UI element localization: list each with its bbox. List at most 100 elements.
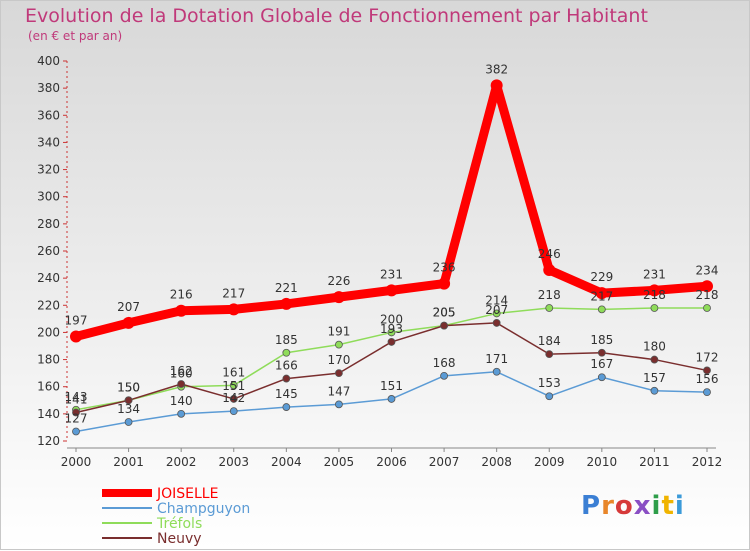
data-label: 216: [170, 288, 193, 302]
data-label: 197: [65, 314, 88, 328]
series-champguyon: [72, 367, 711, 436]
data-point: [650, 386, 659, 395]
data-point: [122, 316, 135, 329]
data-label: 184: [538, 334, 561, 348]
data-label: 141: [65, 393, 88, 407]
data-point: [597, 373, 606, 382]
y-tick-label: 200: [37, 325, 60, 339]
y-tick-label: 300: [37, 190, 60, 204]
data-label: 236: [433, 261, 456, 275]
data-label: 153: [538, 376, 561, 390]
data-label: 127: [65, 412, 88, 426]
data-label: 231: [643, 267, 666, 281]
data-point: [177, 409, 186, 418]
data-point: [385, 284, 398, 297]
data-label: 140: [170, 394, 193, 408]
data-label: 134: [117, 402, 140, 416]
data-point: [650, 355, 659, 364]
data-point: [280, 297, 293, 310]
data-point: [282, 403, 291, 411]
data-label: 218: [538, 288, 561, 302]
data-point: [229, 381, 238, 390]
data-label: 207: [485, 303, 508, 317]
data-point: [492, 309, 501, 318]
data-label: 382: [485, 62, 508, 76]
data-point: [387, 338, 396, 346]
data-point: [492, 367, 501, 376]
x-tick-label: 2003: [218, 455, 249, 469]
data-label: 142: [222, 391, 245, 405]
data-labels: 197 207 216 217 221 226 231 236 382 246 229 231 234 1…: [65, 62, 719, 425]
series-neuvy: [72, 319, 711, 417]
data-point: [703, 304, 711, 312]
x-tick-label: 2012: [692, 455, 723, 469]
y-tick-label: 180: [37, 353, 60, 367]
data-point: [440, 371, 448, 380]
data-label: 214: [485, 293, 508, 307]
data-label: 147: [327, 384, 350, 398]
data-label: 171: [485, 352, 508, 366]
data-label: 180: [643, 340, 666, 354]
data-point: [335, 340, 343, 349]
data-point: [490, 79, 503, 92]
data-point: [438, 277, 451, 290]
data-label: 229: [590, 270, 613, 284]
y-tick-label: 260: [37, 244, 60, 258]
y-tick-label: 220: [37, 298, 60, 312]
chart-title: Evolution de la Dotation Globale de Fonc…: [25, 5, 648, 27]
data-label: 221: [275, 281, 298, 295]
data-label: 218: [643, 288, 666, 302]
data-label: 234: [696, 263, 719, 277]
x-tick-label: 2010: [587, 455, 618, 469]
data-point: [545, 392, 554, 401]
data-point: [440, 321, 448, 330]
data-label: 156: [696, 372, 719, 386]
data-point: [335, 369, 343, 378]
data-point: [545, 304, 554, 312]
data-label: 205: [433, 306, 456, 320]
data-label: 207: [117, 300, 140, 314]
data-label: 161: [222, 365, 245, 379]
data-label: 150: [117, 380, 140, 394]
x-tick-label: 2000: [61, 455, 92, 469]
data-point: [701, 280, 713, 293]
data-point: [282, 374, 291, 383]
x-tick-label: 2007: [429, 455, 460, 469]
x-tick-label: 2008: [481, 455, 512, 469]
data-label: 205: [433, 306, 456, 320]
x-tick-label: 2006: [376, 455, 407, 469]
data-label: 217: [590, 289, 613, 303]
data-point: [177, 380, 186, 388]
series-layer: [70, 79, 713, 436]
logo-letter: r: [601, 491, 615, 521]
x-tick-label: 2001: [113, 455, 144, 469]
data-point: [387, 328, 396, 337]
data-point: [227, 303, 240, 316]
y-tick-label: 400: [37, 54, 60, 68]
y-tick-label: 320: [37, 163, 60, 177]
y-tick-label: 160: [37, 380, 60, 394]
logo-letter: i: [651, 491, 662, 521]
data-label: 143: [65, 390, 88, 404]
data-point: [703, 388, 711, 397]
y-tick-label: 240: [37, 271, 60, 285]
data-label: 151: [222, 379, 245, 393]
chart-subtitle: (en € et par an): [28, 29, 123, 43]
data-label: 151: [380, 379, 403, 393]
data-label: 167: [590, 357, 613, 371]
y-tick-label: 140: [37, 407, 60, 421]
data-label: 226: [327, 274, 350, 288]
data-label: 166: [275, 359, 298, 373]
data-label: 185: [275, 333, 298, 347]
y-tick-label: 340: [37, 135, 60, 149]
data-label: 185: [590, 333, 613, 347]
data-label: 200: [380, 312, 403, 326]
legend-label: Champguyon: [157, 501, 250, 517]
data-point: [124, 396, 133, 405]
data-point: [229, 407, 238, 416]
data-label: 160: [170, 367, 193, 381]
data-point: [597, 305, 606, 314]
data-point: [72, 427, 80, 436]
data-label: 246: [538, 247, 561, 261]
